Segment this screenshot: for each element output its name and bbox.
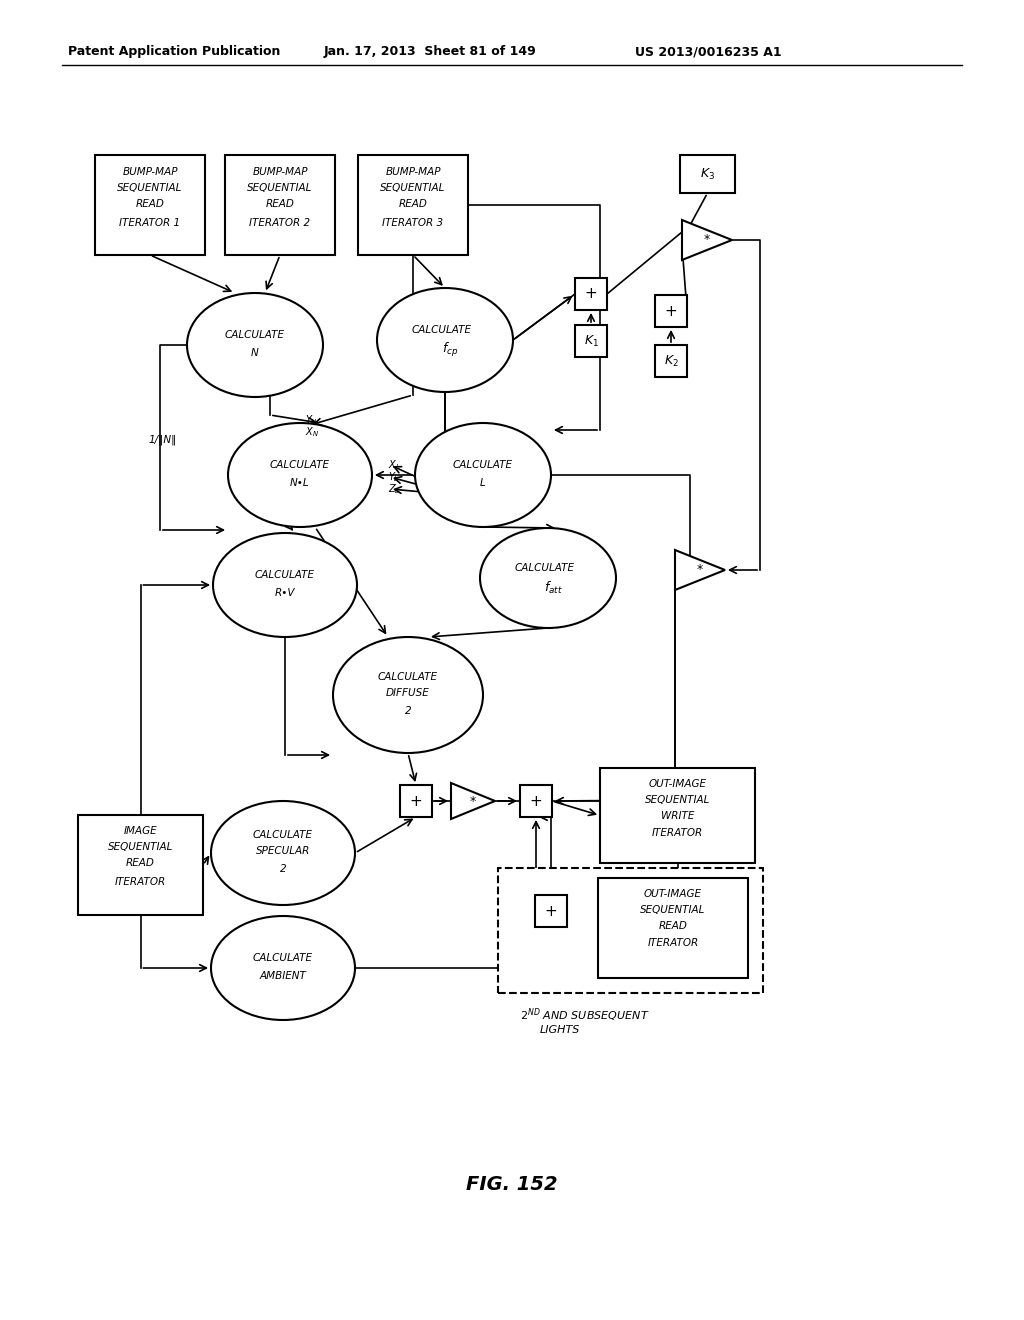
FancyBboxPatch shape — [598, 878, 748, 978]
Text: N•L: N•L — [290, 478, 310, 488]
Text: $Y_N$: $Y_N$ — [305, 413, 317, 426]
Text: +: + — [665, 304, 677, 318]
Text: ITERATOR 1: ITERATOR 1 — [120, 218, 180, 228]
FancyBboxPatch shape — [655, 345, 687, 378]
Text: ITERATOR: ITERATOR — [652, 828, 703, 838]
Ellipse shape — [377, 288, 513, 392]
FancyBboxPatch shape — [575, 279, 607, 310]
Text: CALCULATE: CALCULATE — [378, 672, 438, 682]
Text: CALCULATE: CALCULATE — [412, 325, 472, 335]
Text: IMAGE: IMAGE — [124, 826, 158, 836]
Text: SPECULAR: SPECULAR — [256, 846, 310, 855]
Text: SEQUENTIAL: SEQUENTIAL — [380, 183, 445, 193]
Text: $K_1$: $K_1$ — [584, 334, 598, 348]
Text: CALCULATE: CALCULATE — [515, 564, 575, 573]
FancyBboxPatch shape — [358, 154, 468, 255]
FancyBboxPatch shape — [520, 785, 552, 817]
Text: BUMP-MAP: BUMP-MAP — [385, 168, 440, 177]
FancyBboxPatch shape — [225, 154, 335, 255]
Text: *: * — [470, 795, 476, 808]
Text: +: + — [410, 793, 422, 808]
Text: *: * — [703, 234, 710, 247]
FancyBboxPatch shape — [655, 294, 687, 327]
FancyBboxPatch shape — [498, 869, 763, 993]
FancyBboxPatch shape — [78, 814, 203, 915]
Text: US 2013/0016235 A1: US 2013/0016235 A1 — [635, 45, 781, 58]
Text: SEQUENTIAL: SEQUENTIAL — [118, 183, 182, 193]
Text: ITERATOR 3: ITERATOR 3 — [382, 218, 443, 228]
Text: READ: READ — [126, 858, 155, 869]
Text: N: N — [251, 348, 259, 358]
Text: 2: 2 — [404, 706, 412, 715]
Polygon shape — [682, 220, 732, 260]
Text: $X_L$: $X_L$ — [388, 458, 400, 471]
Text: +: + — [585, 286, 597, 301]
FancyBboxPatch shape — [95, 154, 205, 255]
Text: CALCULATE: CALCULATE — [255, 570, 315, 579]
Text: SEQUENTIAL: SEQUENTIAL — [645, 795, 711, 805]
Text: CALCULATE: CALCULATE — [253, 953, 313, 964]
FancyBboxPatch shape — [400, 785, 432, 817]
Text: *: * — [697, 564, 703, 577]
Text: L: L — [480, 478, 485, 488]
Ellipse shape — [415, 422, 551, 527]
Text: READ: READ — [398, 199, 427, 209]
Text: WRITE: WRITE — [660, 810, 694, 821]
Text: $X_N$: $X_N$ — [305, 425, 319, 438]
Text: Patent Application Publication: Patent Application Publication — [68, 45, 281, 58]
FancyBboxPatch shape — [680, 154, 735, 193]
Text: ITERATOR: ITERATOR — [647, 939, 698, 948]
Text: 2: 2 — [280, 865, 287, 874]
Ellipse shape — [211, 916, 355, 1020]
Text: ITERATOR: ITERATOR — [115, 876, 166, 887]
Text: $f_{att}$: $f_{att}$ — [544, 579, 562, 597]
Ellipse shape — [333, 638, 483, 752]
Text: $K_3$: $K_3$ — [700, 166, 715, 182]
Text: $f_{cp}$: $f_{cp}$ — [441, 341, 458, 359]
Text: R•V: R•V — [274, 587, 295, 598]
Text: FIG. 152: FIG. 152 — [466, 1176, 558, 1195]
Text: DIFFUSE: DIFFUSE — [386, 688, 430, 698]
Ellipse shape — [187, 293, 323, 397]
Text: READ: READ — [658, 921, 687, 931]
Ellipse shape — [213, 533, 357, 638]
Text: CALCULATE: CALCULATE — [225, 330, 285, 341]
Text: 1/‖N‖: 1/‖N‖ — [148, 434, 177, 445]
Text: +: + — [545, 903, 557, 919]
Text: Jan. 17, 2013  Sheet 81 of 149: Jan. 17, 2013 Sheet 81 of 149 — [324, 45, 537, 58]
Text: SEQUENTIAL: SEQUENTIAL — [640, 906, 706, 915]
Text: +: + — [529, 793, 543, 808]
Text: SEQUENTIAL: SEQUENTIAL — [248, 183, 312, 193]
Text: BUMP-MAP: BUMP-MAP — [252, 168, 308, 177]
Text: $2^{ND}$ AND SUBSEQUENT: $2^{ND}$ AND SUBSEQUENT — [520, 1006, 649, 1024]
Ellipse shape — [211, 801, 355, 906]
Ellipse shape — [480, 528, 616, 628]
Text: $K_2$: $K_2$ — [664, 354, 679, 368]
Text: LIGHTS: LIGHTS — [540, 1026, 581, 1035]
FancyBboxPatch shape — [600, 768, 755, 863]
Text: SEQUENTIAL: SEQUENTIAL — [108, 842, 173, 851]
Text: ITERATOR 2: ITERATOR 2 — [250, 218, 310, 228]
Text: $Z_L$: $Z_L$ — [388, 482, 400, 496]
Text: CALCULATE: CALCULATE — [453, 459, 513, 470]
Text: OUT-IMAGE: OUT-IMAGE — [644, 888, 702, 899]
Text: CALCULATE: CALCULATE — [253, 830, 313, 840]
FancyBboxPatch shape — [535, 895, 567, 927]
Ellipse shape — [228, 422, 372, 527]
FancyBboxPatch shape — [575, 325, 607, 356]
Text: BUMP-MAP: BUMP-MAP — [122, 168, 178, 177]
Text: READ: READ — [265, 199, 295, 209]
Text: OUT-IMAGE: OUT-IMAGE — [648, 779, 707, 789]
Polygon shape — [451, 783, 495, 818]
Text: CALCULATE: CALCULATE — [270, 459, 330, 470]
Polygon shape — [675, 550, 725, 590]
Text: AMBIENT: AMBIENT — [259, 972, 306, 981]
Text: $Y_L$: $Y_L$ — [388, 470, 399, 484]
Text: READ: READ — [135, 199, 165, 209]
